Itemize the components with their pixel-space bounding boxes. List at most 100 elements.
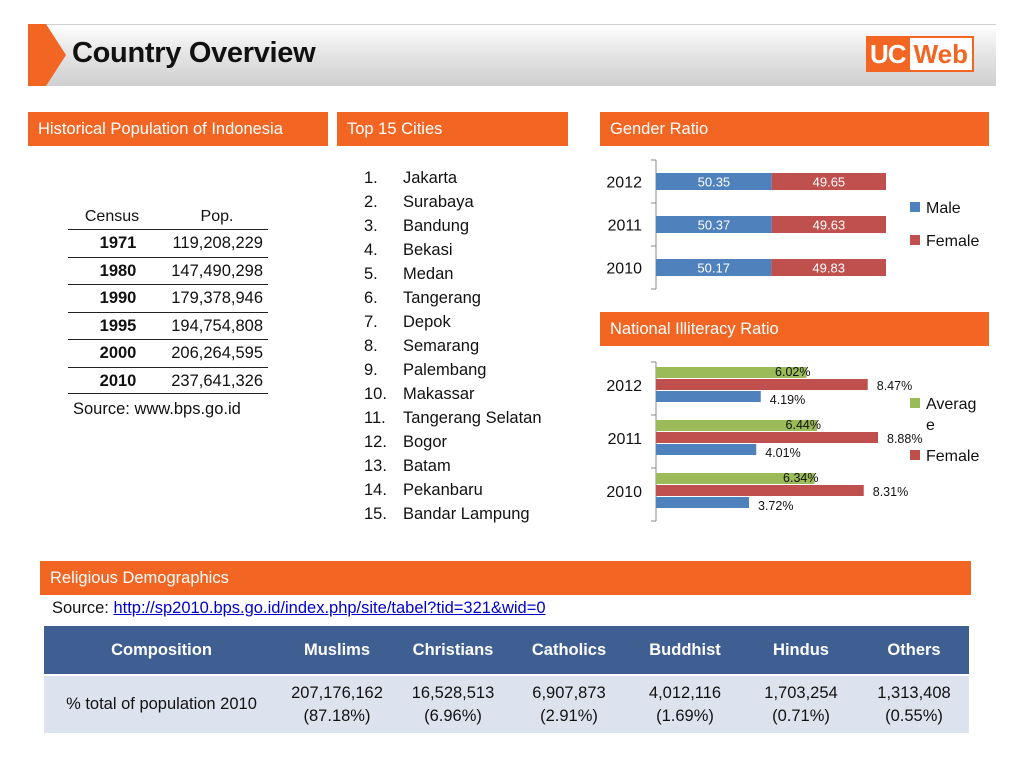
city-item: 2. Surabaya	[364, 190, 542, 214]
population-row: 1980 147,490,298	[68, 256, 268, 285]
illiteracy-bar-label: 6.44%	[786, 418, 821, 432]
city-rank: 2.	[364, 193, 378, 211]
gender-category-label: 2011	[608, 218, 643, 235]
gender-bar	[656, 173, 772, 190]
religion-pct: (1.69%)	[656, 706, 714, 725]
city-item: 15. Bandar Lampung	[364, 502, 542, 526]
city-rank: 5.	[364, 265, 378, 283]
religion-header-cell: Composition	[44, 626, 279, 675]
city-rank: 12.	[364, 433, 387, 451]
religion-header-cell: Hindus	[743, 626, 859, 675]
city-rank: 9.	[364, 361, 378, 379]
population-row: 2000 206,264,595	[68, 339, 268, 367]
title-banner	[28, 24, 996, 86]
religion-count: 1,703,254	[764, 683, 838, 702]
religion-pct: (2.91%)	[540, 706, 598, 725]
gender-bar-label: 49.63	[813, 218, 846, 233]
city-rank: 7.	[364, 313, 378, 331]
illiteracy-bar-label: 6.34%	[783, 471, 818, 485]
city-item: 12. Bogor	[364, 430, 542, 454]
census-pop: 119,208,229	[172, 234, 263, 252]
illiteracy-bar-label: 8.88%	[887, 432, 922, 446]
city-item: 4. Bekasi	[364, 238, 542, 262]
illiteracy-legend-swatch	[910, 450, 920, 460]
census-year: 2010	[99, 371, 137, 390]
census-pop: 237,641,326	[171, 371, 263, 390]
census-year: 2000	[99, 344, 137, 362]
religion-pct: (87.18%)	[303, 706, 371, 725]
city-name: Jakarta	[403, 169, 458, 187]
city-name: Bandung	[403, 217, 470, 235]
city-item: 9. Palembang	[364, 358, 542, 382]
title-accent-shape	[28, 24, 66, 86]
population-row: 1995 194,754,808	[68, 311, 268, 340]
census-pop: 179,378,946	[171, 289, 263, 307]
city-name: Batam	[403, 457, 451, 475]
religion-table: Composition Muslims Christians Catholics Bud…	[44, 626, 969, 733]
gender-ratio-chart: 2012 50.35 49.65 2011 50.37 49.63 2010 50.17 49.…	[606, 159, 979, 290]
census-year: 1980	[99, 261, 137, 280]
religion-source-label: Source:	[52, 599, 114, 617]
illiteracy-bar	[656, 444, 757, 455]
city-name: Bandar Lampung	[403, 505, 530, 523]
illiteracy-bar	[656, 420, 817, 431]
population-row: 2010 237,641,326	[68, 366, 268, 394]
religion-cell: 207,176,162 (87.18%)	[279, 674, 395, 733]
illiteracy-category-label: 2011	[608, 431, 643, 448]
religion-count: 6,907,873	[532, 683, 606, 702]
illiteracy-category-label: 2012	[606, 378, 642, 395]
gender-bar	[656, 216, 772, 233]
illiteracy-bar-label: 4.01%	[765, 446, 800, 460]
gender-bar	[771, 216, 886, 233]
gender-category-label: 2010	[606, 261, 642, 278]
city-rank: 8.	[364, 337, 378, 355]
city-item: 7. Depok	[364, 310, 542, 334]
gender-bar-label: 50.17	[697, 261, 730, 276]
gender-bar	[771, 173, 886, 190]
city-name: Surabaya	[403, 193, 474, 211]
census-pop: 147,490,298	[171, 261, 263, 280]
city-item: 8. Semarang	[364, 334, 542, 358]
city-name: Medan	[403, 265, 454, 283]
section-header-gender: Gender Ratio	[600, 112, 989, 146]
census-pop: 206,264,595	[171, 344, 263, 362]
religion-count: 207,176,162	[291, 683, 383, 702]
population-source: Source: www.bps.go.id	[73, 400, 241, 418]
religion-cell: 6,907,873 (2.91%)	[511, 674, 627, 733]
gender-bar	[656, 259, 772, 276]
illiteracy-bar	[656, 497, 749, 508]
city-item: 13. Batam	[364, 454, 542, 478]
section-header-cities: Top 15 Cities	[337, 112, 568, 146]
section-header-illiteracy: National Illiteracy Ratio	[600, 312, 989, 346]
religion-source-link[interactable]: http://sp2010.bps.go.id/index.php/site/t…	[113, 599, 546, 617]
city-rank: 10.	[364, 385, 387, 403]
city-rank: 15.	[364, 505, 387, 523]
city-rank: 11.	[364, 409, 386, 427]
religion-pct: (0.55%)	[885, 706, 943, 725]
city-rank: 13.	[364, 457, 387, 475]
illiteracy-ratio-chart: 2012 6.02% 8.47% 4.19% 2011 6.44% 8.88% 4.01% 20…	[606, 361, 979, 522]
religion-pct: (0.71%)	[772, 706, 830, 725]
illiteracy-legend-label: Female	[926, 448, 979, 465]
city-rank: 14.	[364, 481, 387, 499]
gender-legend-label: Female	[926, 233, 979, 250]
illiteracy-bar	[656, 367, 807, 378]
census-pop: 194,754,808	[171, 316, 263, 335]
city-name: Tangerang Selatan	[403, 409, 542, 427]
city-item: 14. Pekanbaru	[364, 478, 542, 502]
header-census: Census	[84, 208, 140, 225]
religion-cell: 1,703,254 (0.71%)	[743, 674, 859, 733]
city-item: 3. Bandung	[364, 214, 542, 238]
header-pop: Pop.	[200, 208, 234, 225]
section-header-religion: Religious Demographics	[40, 561, 971, 595]
section-header-population: Historical Population of Indonesia	[28, 112, 328, 146]
illiteracy-bar-label: 3.72%	[758, 499, 793, 513]
city-name: Bogor	[403, 433, 448, 451]
gender-bar-label: 49.83	[812, 261, 845, 276]
illiteracy-bar	[656, 432, 878, 443]
illiteracy-legend-swatch	[910, 398, 920, 408]
census-year: 1971	[99, 234, 137, 252]
city-name: Makassar	[403, 385, 475, 403]
religion-header-cell: Muslims	[279, 626, 395, 675]
religion-count: 16,528,513	[411, 683, 495, 702]
